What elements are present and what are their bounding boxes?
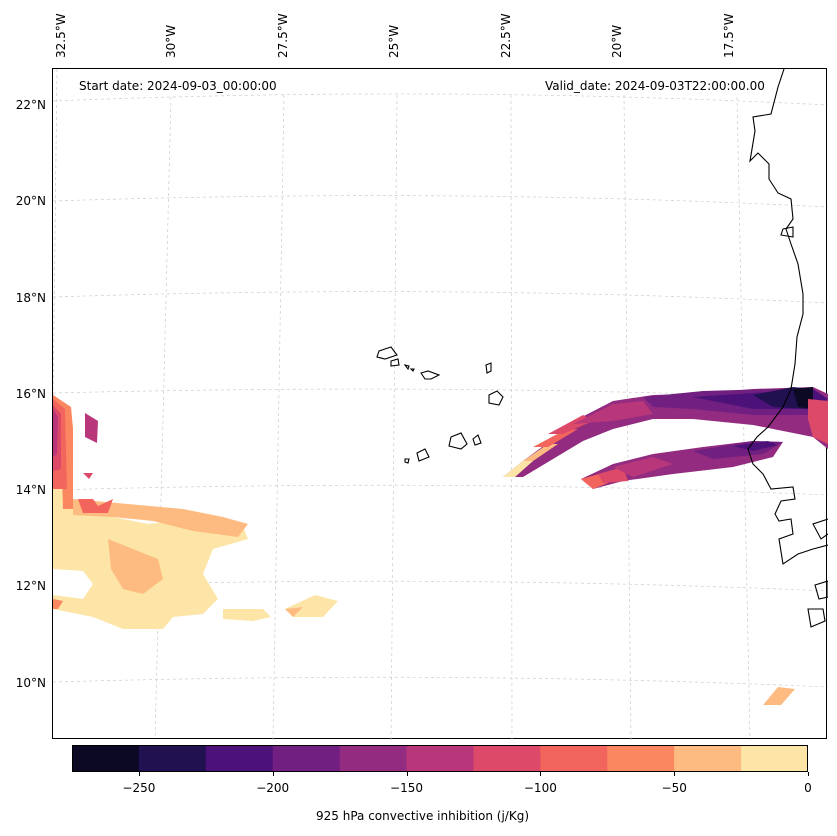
colorbar-swatch — [272, 745, 341, 772]
colorbar — [72, 745, 809, 772]
colorbar-tick-mark — [674, 772, 676, 776]
lon-label-17-5w: 17.5°W — [722, 13, 736, 58]
lon-label-22-5w: 22.5°W — [499, 13, 513, 58]
cape-verde-islands — [376, 346, 504, 464]
lat-label-10n: 10°N — [15, 676, 46, 690]
lat-label-12n: 12°N — [15, 579, 46, 593]
lon-label-32-5w: 32.5°W — [54, 13, 68, 58]
lat-label-14n: 14°N — [15, 483, 46, 497]
colorbar-swatch — [339, 745, 408, 772]
colorbar-swatch — [205, 745, 274, 772]
map-panel — [52, 68, 828, 740]
colorbar-tick-mark — [808, 772, 809, 776]
colorbar-label: 925 hPa convective inhibition (j/Kg) — [316, 809, 530, 823]
cin-field-west — [53, 395, 338, 629]
colorbar-swatches — [72, 745, 809, 772]
colorbar-tick-label: −150 — [390, 781, 424, 795]
map-canvas — [53, 69, 828, 740]
colorbar-tick-label: −200 — [256, 781, 290, 795]
colorbar-swatch — [138, 745, 207, 772]
colorbar-tick-label: −250 — [122, 781, 156, 795]
colorbar-border — [72, 745, 808, 772]
lon-label-30w: 30°W — [164, 24, 178, 58]
coastline — [747, 69, 828, 628]
colorbar-tick-mark — [406, 772, 408, 776]
colorbar-swatch — [540, 745, 608, 772]
colorbar-tick-mark — [138, 772, 140, 776]
lon-label-27-5w: 27.5°W — [276, 13, 290, 58]
colorbar-swatch — [741, 745, 809, 772]
colorbar-swatch — [674, 745, 742, 772]
lon-label-20w: 20°W — [610, 24, 624, 58]
colorbar-tick-label: −100 — [523, 781, 557, 795]
valid-date-label: Valid_date: 2024-09-03T22:00:00.00 — [545, 79, 765, 93]
colorbar-swatch — [607, 745, 675, 772]
colorbar-tick-label: 0 — [804, 781, 812, 795]
colorbar-swatch — [473, 745, 541, 772]
cin-field-east — [503, 387, 828, 705]
colorbar-swatch — [406, 745, 474, 772]
lon-label-25w: 25°W — [387, 24, 401, 58]
colorbar-tick-mark — [272, 772, 274, 776]
colorbar-tick-mark — [540, 772, 542, 776]
colorbar-swatch — [72, 745, 140, 772]
lat-label-22n: 22°N — [15, 98, 46, 112]
graticule — [53, 69, 828, 740]
colorbar-tick-label: −50 — [661, 781, 687, 795]
lat-label-20n: 20°N — [15, 194, 46, 208]
lat-label-16n: 16°N — [15, 387, 46, 401]
start-date-label: Start date: 2024-09-03_00:00:00 — [79, 79, 277, 93]
lat-label-18n: 18°N — [15, 291, 46, 305]
